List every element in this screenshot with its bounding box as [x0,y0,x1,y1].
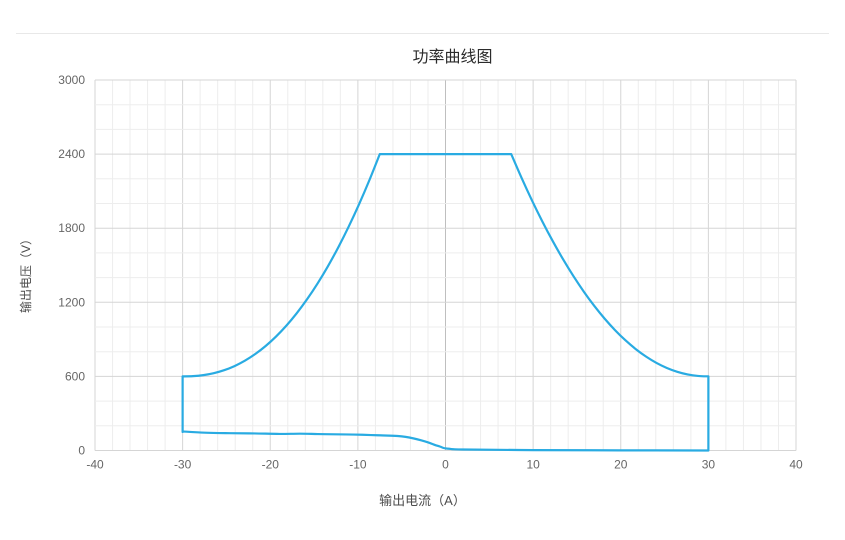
svg-text:0: 0 [78,443,85,457]
svg-text:-40: -40 [86,457,104,471]
svg-text:-10: -10 [349,457,367,471]
svg-text:40: 40 [789,457,803,471]
svg-text:3000: 3000 [58,73,85,87]
svg-text:600: 600 [65,369,85,383]
svg-text:20: 20 [614,457,628,471]
svg-text:-30: -30 [174,457,192,471]
svg-text:0: 0 [442,457,449,471]
svg-text:1200: 1200 [58,295,85,309]
svg-text:30: 30 [702,457,716,471]
svg-text:1800: 1800 [58,221,85,235]
svg-text:-20: -20 [262,457,280,471]
svg-text:10: 10 [526,457,540,471]
svg-text:2400: 2400 [58,147,85,161]
